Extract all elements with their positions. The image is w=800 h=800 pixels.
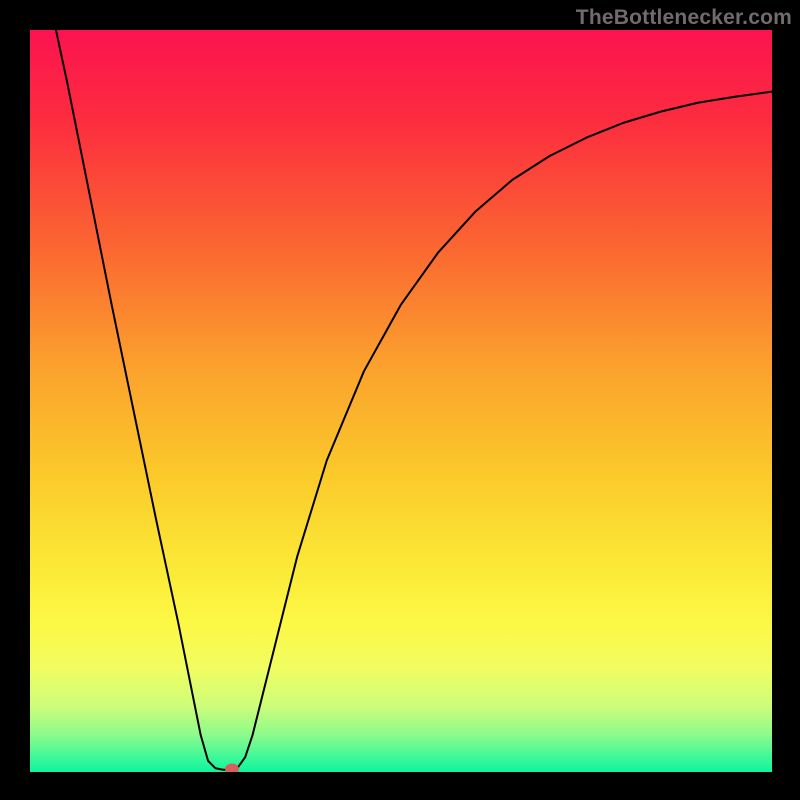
bottleneck-curve	[30, 30, 772, 772]
optimal-point-marker	[225, 764, 239, 772]
plot-area	[30, 30, 772, 772]
watermark-text: TheBottlenecker.com	[576, 6, 792, 30]
